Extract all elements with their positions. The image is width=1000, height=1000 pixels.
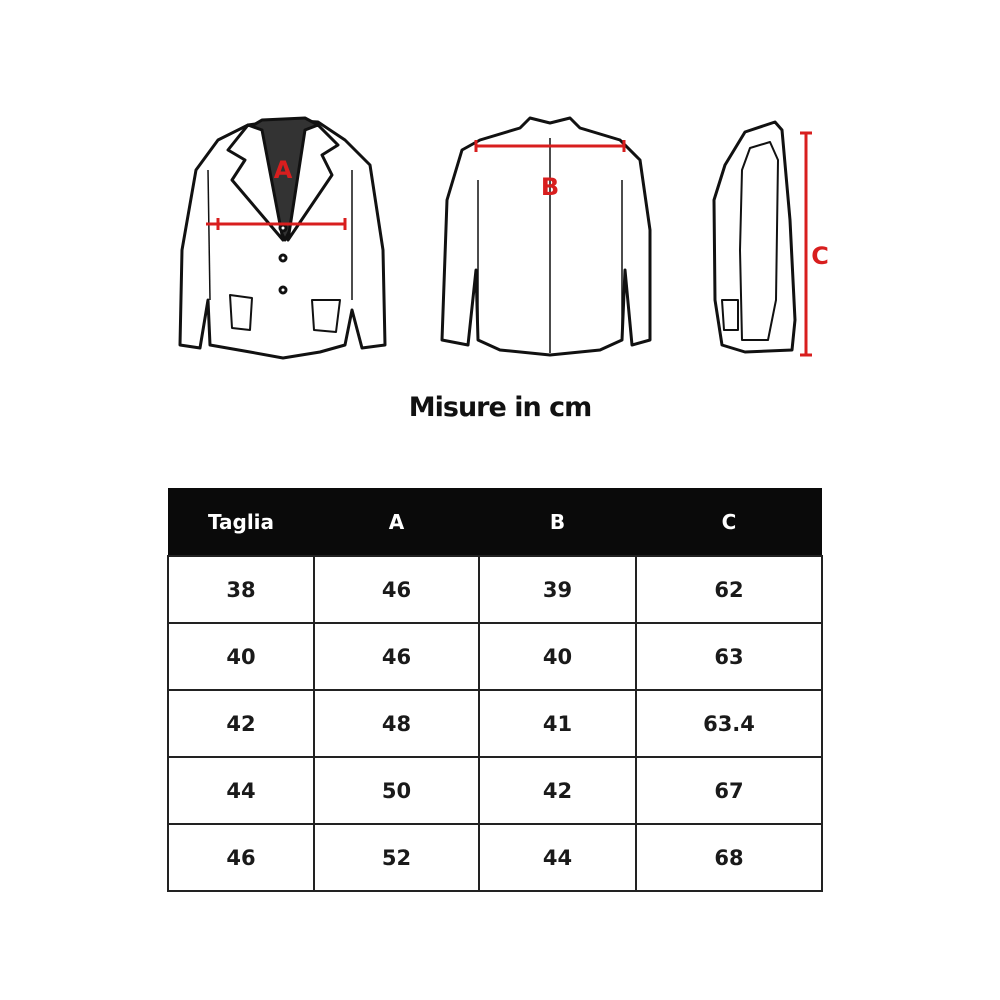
size-table: Taglia A B C 38 46 39 62 40 46 40 63 42 48 41 63.4 4… [167,488,823,892]
table-cell: 46 [167,823,315,892]
table-row: 44 50 42 67 [167,756,823,825]
table-cell: 39 [478,555,637,624]
header-b: B [479,488,636,556]
jacket-front-view [178,116,387,360]
jacket-side-view [712,120,797,354]
header-c: C [636,488,822,556]
table-cell: 41 [478,689,637,758]
table-cell: 42 [167,689,315,758]
measure-label-c: C [811,242,829,270]
table-cell: 46 [313,555,480,624]
table-cell: 63.4 [635,689,823,758]
table-cell: 67 [635,756,823,825]
measure-line-b [474,140,626,152]
table-cell: 68 [635,823,823,892]
table-cell: 40 [478,622,637,691]
table-cell: 48 [313,689,480,758]
table-cell: 63 [635,622,823,691]
table-cell: 38 [167,555,315,624]
table-cell: 40 [167,622,315,691]
header-taglia: Taglia [168,488,314,556]
table-header-row: Taglia A B C [168,488,822,556]
table-cell: 44 [478,823,637,892]
measure-line-a [206,218,347,230]
table-cell: 44 [167,756,315,825]
table-cell: 50 [313,756,480,825]
measure-label-b: B [541,173,559,201]
table-cell: 52 [313,823,480,892]
table-cell: 46 [313,622,480,691]
table-cell: 42 [478,756,637,825]
table-row: 46 52 44 68 [167,823,823,892]
jacket-illustrations: A B C [178,116,829,360]
jacket-back-view [440,116,652,357]
measure-label-a: A [274,156,293,184]
table-row: 38 46 39 62 [167,555,823,624]
table-cell: 62 [635,555,823,624]
table-row: 40 46 40 63 [167,622,823,691]
header-a: A [314,488,479,556]
page-title: Misure in cm [408,392,592,423]
measure-line-c [800,131,812,357]
table-row: 42 48 41 63.4 [167,689,823,758]
